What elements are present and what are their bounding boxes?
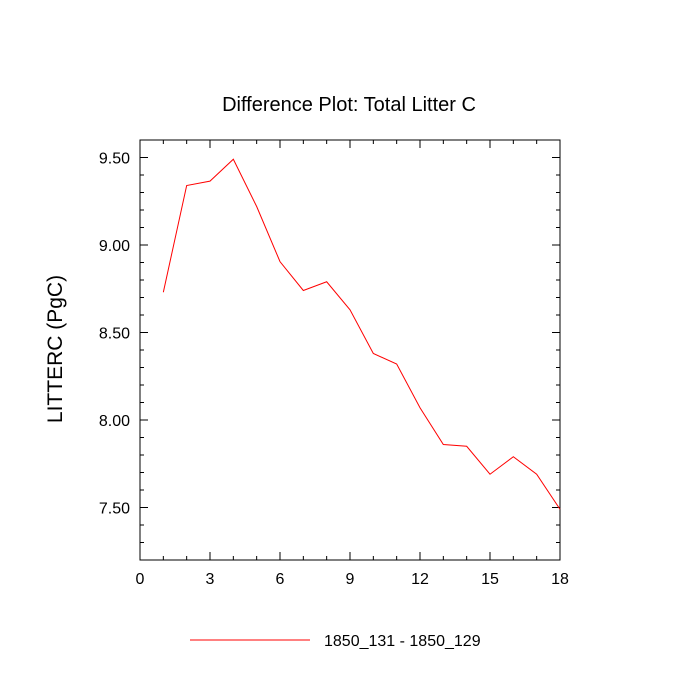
y-tick-label: 8.00 bbox=[99, 413, 130, 430]
chart-title: Difference Plot: Total Litter C bbox=[222, 94, 476, 116]
axis-tick-labels: 0 3 6 9 12 15 18 7.50 8.00 8.50 9.00 9.50 bbox=[99, 151, 569, 589]
y-tick-label: 9.00 bbox=[99, 238, 130, 255]
x-tick-label: 15 bbox=[481, 571, 499, 588]
x-tick-label: 18 bbox=[551, 571, 569, 588]
y-axis-label: LITTERC (PgC) bbox=[44, 275, 67, 423]
x-tick-label: 3 bbox=[206, 571, 215, 588]
y-tick-label: 9.50 bbox=[99, 151, 130, 168]
y-tick-label: 7.50 bbox=[99, 501, 130, 518]
series-line bbox=[162, 158, 561, 510]
y-tick-label: 8.50 bbox=[99, 326, 130, 343]
x-tick-label: 12 bbox=[411, 571, 429, 588]
plot-frame bbox=[139, 139, 561, 561]
x-tick-label: 6 bbox=[276, 571, 285, 588]
x-tick-label: 0 bbox=[136, 571, 145, 588]
legend-label: 1850_131 - 1850_129 bbox=[324, 633, 481, 650]
legend: 1850_131 - 1850_129 bbox=[190, 633, 481, 650]
x-tick-label: 9 bbox=[346, 571, 355, 588]
axis-ticks bbox=[139, 139, 561, 561]
series-layer bbox=[162, 158, 561, 510]
